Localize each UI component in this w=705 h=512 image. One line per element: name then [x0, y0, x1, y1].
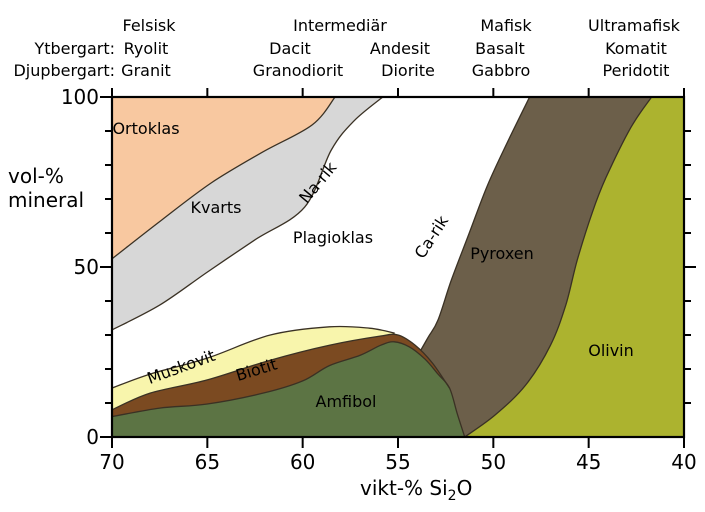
y-tick-label-50: 50	[74, 255, 99, 279]
label-olivin: Olivin	[588, 341, 634, 360]
y-axis-title-line1: vol-%	[8, 164, 64, 188]
rock-diorite: Diorite	[381, 61, 435, 80]
class-intermediar: Intermediär	[293, 16, 387, 35]
boundary-mus_top	[112, 325, 395, 389]
label-ortoklas: Ortoklas	[112, 119, 179, 138]
axis-tick-labels: 100 50 070 65 60 55 50 45 40	[61, 85, 697, 474]
rock-granodiorit: Granodiorit	[253, 61, 343, 80]
rock-andesit: Andesit	[370, 39, 430, 58]
class-mafisk: Mafisk	[480, 16, 532, 35]
rock-peridotit: Peridotit	[603, 61, 670, 80]
class-felsisk: Felsisk	[123, 16, 177, 35]
x-axis-title: vikt-% Si2O	[360, 476, 472, 504]
class-ultramafisk: Ultramafisk	[588, 16, 681, 35]
boundary-qtz_bot	[112, 97, 384, 331]
boundary-curves	[112, 97, 653, 437]
x-tick-label-55: 55	[385, 450, 410, 474]
region-ortoklas	[112, 97, 336, 259]
rock-gabbro: Gabbro	[472, 61, 531, 80]
region-muskovit	[112, 326, 398, 410]
x-tick-label-70: 70	[99, 450, 124, 474]
row-label-djupbergart: Djupbergart:	[13, 61, 115, 80]
region-fills	[112, 97, 684, 437]
rock-komatit: Komatit	[605, 39, 667, 58]
rock-ryolit: Ryolit	[124, 39, 169, 58]
x-tick-label-60: 60	[290, 450, 315, 474]
y-axis-title-line2: mineral	[8, 188, 84, 212]
x-tick-label-65: 65	[195, 450, 220, 474]
rock-dacit: Dacit	[269, 39, 311, 58]
boundary-amf_top	[112, 341, 466, 437]
y-tick-label-100: 100	[61, 85, 99, 109]
region-amfibol	[112, 341, 465, 437]
y-tick-label-0: 0	[86, 425, 99, 449]
label-pyroxen: Pyroxen	[470, 244, 534, 263]
axis-ticks	[100, 88, 696, 448]
label-kvarts: Kvarts	[191, 198, 242, 217]
boundary-qtz_top	[112, 97, 336, 260]
x-tick-label-50: 50	[481, 450, 506, 474]
region-olivin	[464, 97, 684, 437]
region-pyroxen	[420, 97, 652, 437]
rock-granit: Granit	[121, 61, 171, 80]
x-tick-label-45: 45	[576, 450, 601, 474]
row-label-ytbergart: Ytbergart:	[33, 39, 115, 58]
region-kvarts	[112, 97, 383, 330]
x-tick-label-40: 40	[671, 450, 696, 474]
boundary-bio_top	[112, 333, 451, 411]
rock-basalt: Basalt	[475, 39, 525, 58]
boundary-oliv	[464, 97, 653, 437]
label-plagioklas: Plagioklas	[293, 228, 373, 247]
region-biotit	[112, 334, 450, 417]
header: Felsisk Intermediär Mafisk Ultramafisk Y…	[13, 16, 680, 80]
y-axis-title: vol-% mineral	[8, 164, 84, 212]
label-amfibol: Amfibol	[316, 392, 377, 411]
boundary-carik	[420, 97, 531, 351]
